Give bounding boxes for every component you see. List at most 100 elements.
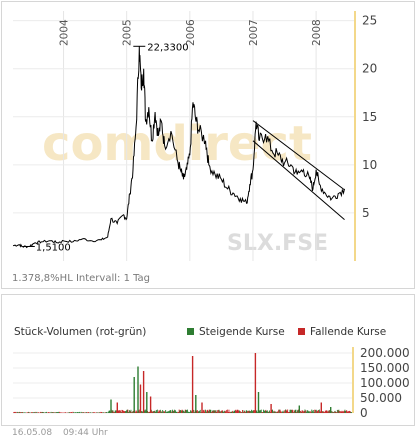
volume-bar xyxy=(297,410,298,413)
volume-bar xyxy=(119,410,121,413)
volume-bar xyxy=(203,409,205,413)
volume-bar xyxy=(72,411,74,413)
volume-bar xyxy=(125,411,127,413)
price-axis-stripe xyxy=(354,11,356,261)
volume-bar xyxy=(27,412,29,413)
volume-bar xyxy=(156,410,157,413)
volume-bar xyxy=(87,412,89,413)
volume-bar xyxy=(77,412,79,413)
volume-bar xyxy=(164,411,166,413)
volume-bar xyxy=(269,412,271,413)
footer-time: 09:44 Uhr xyxy=(62,428,108,438)
volume-bar xyxy=(300,411,301,413)
volume-bar xyxy=(33,412,35,413)
volume-bar xyxy=(166,411,168,413)
volume-bar xyxy=(210,409,212,413)
volume-bar xyxy=(223,410,225,413)
volume-bar xyxy=(167,411,169,413)
volume-bar xyxy=(76,412,78,413)
volume-bar xyxy=(312,411,313,413)
volume-bar xyxy=(165,410,167,413)
volume-bar xyxy=(275,411,277,413)
volume-bar xyxy=(172,409,173,413)
volume-bar xyxy=(98,412,99,413)
volume-bar xyxy=(321,411,323,413)
volume-bar xyxy=(158,410,160,413)
volume-bar xyxy=(102,412,104,413)
volume-spike-bar xyxy=(257,392,260,413)
volume-bar xyxy=(198,411,200,413)
y-tick-label: 10 xyxy=(362,158,377,172)
volume-bar xyxy=(240,412,242,413)
volume-bar xyxy=(148,411,150,413)
volume-bar xyxy=(228,409,230,413)
volume-bar xyxy=(223,411,225,413)
volume-bar xyxy=(55,412,57,413)
volume-bar xyxy=(107,411,109,413)
volume-bar xyxy=(60,412,62,413)
volume-spike-bar xyxy=(139,384,142,413)
volume-bar xyxy=(212,410,214,413)
volume-bar xyxy=(154,410,156,413)
volume-bar xyxy=(260,409,262,413)
volume-bar xyxy=(250,411,252,413)
volume-spike-bar xyxy=(110,399,112,413)
legend-rising-label: Steigende Kurse xyxy=(199,326,285,338)
volume-bar xyxy=(177,412,179,413)
volume-bar xyxy=(18,412,20,413)
volume-bar xyxy=(259,410,261,413)
volume-bar xyxy=(248,410,249,413)
volume-bar xyxy=(122,410,124,413)
x-tick-label: 2007 xyxy=(248,19,260,46)
volume-bar xyxy=(93,412,95,413)
volume-bar xyxy=(79,411,81,413)
volume-bar xyxy=(185,409,187,413)
volume-bar xyxy=(26,412,28,413)
volume-bar xyxy=(297,409,299,413)
volume-bar xyxy=(224,410,226,413)
volume-bar xyxy=(52,412,54,413)
volume-bar xyxy=(336,409,338,413)
volume-bar xyxy=(238,410,240,413)
volume-bar xyxy=(95,412,97,413)
volume-bar xyxy=(152,411,154,413)
volume-bar xyxy=(126,410,127,413)
volume-bar xyxy=(350,412,352,413)
volume-bar xyxy=(328,410,330,413)
volume-bar xyxy=(57,412,59,413)
volume-bar xyxy=(111,410,113,413)
volume-spike-bar xyxy=(195,395,197,413)
volume-bar xyxy=(233,410,235,413)
volume-bar xyxy=(187,409,188,413)
volume-bar xyxy=(25,412,26,413)
volume-bar xyxy=(220,411,222,413)
volume-spike-bar xyxy=(254,353,257,413)
volume-bar xyxy=(267,411,269,413)
watermark-text: comdirect xyxy=(42,116,312,172)
volume-bar xyxy=(251,409,252,413)
volume-bar xyxy=(294,410,295,413)
volume-bar xyxy=(28,412,30,413)
volume-bar xyxy=(184,411,185,413)
volume-bar xyxy=(340,411,342,413)
min-label: 1,5100 xyxy=(36,242,71,253)
volume-bar xyxy=(339,411,341,413)
volume-bar xyxy=(101,412,103,413)
volume-bar xyxy=(22,412,23,413)
volume-bar xyxy=(144,410,145,413)
legend-falling-label: Fallende Kurse xyxy=(310,326,386,338)
volume-bar xyxy=(34,412,35,413)
volume-bar xyxy=(286,410,288,413)
x-tick-label: 2008 xyxy=(311,19,323,46)
volume-bar xyxy=(178,409,180,413)
volume-bar xyxy=(180,410,182,413)
volume-spike-bar xyxy=(320,402,322,413)
volume-bar xyxy=(347,412,349,413)
volume-bar xyxy=(281,411,283,413)
volume-bar xyxy=(98,412,100,413)
volume-bar xyxy=(170,410,172,413)
volume-bar xyxy=(194,410,196,413)
volume-bar xyxy=(230,411,232,413)
volume-bar xyxy=(348,411,350,413)
volume-bar xyxy=(229,412,231,413)
